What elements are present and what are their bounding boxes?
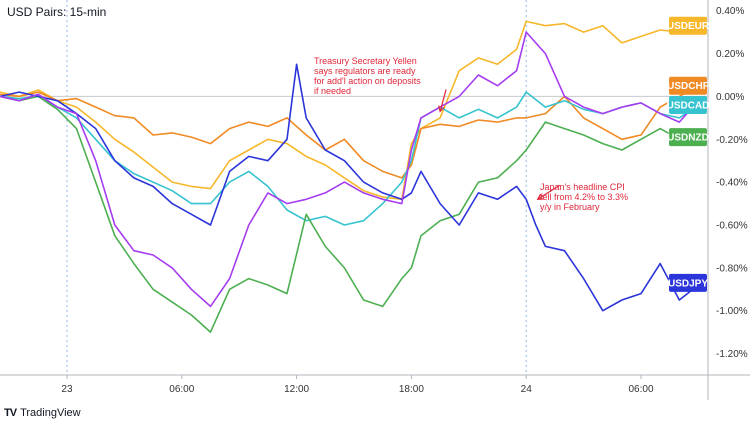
annotation-0-arrow <box>439 89 447 112</box>
chart-title: USD Pairs: 15-min <box>7 5 107 19</box>
series-badge-usdcad <box>669 96 707 114</box>
y-tick-label: -1.00% <box>716 306 748 317</box>
series-badge-label: USDJPY <box>668 278 708 289</box>
annotation-0-line: says regulators are ready <box>314 66 416 76</box>
series-line-usdnzd <box>0 95 699 333</box>
tradingview-logo-icon: TV <box>4 407 17 419</box>
y-tick-label: -0.80% <box>716 263 748 274</box>
y-tick-label: -0.40% <box>716 178 748 189</box>
tradingview-name: TradingView <box>20 407 81 419</box>
x-tick-label: 18:00 <box>399 384 424 395</box>
series-line-usdcad <box>0 91 699 226</box>
y-tick-label: 0.20% <box>716 49 744 60</box>
x-tick-label: 12:00 <box>284 384 309 395</box>
annotation-1-line: Japan's headline CPI <box>540 182 625 192</box>
annotation-0-line: Treasury Secretary Yellen <box>314 56 417 66</box>
annotation-1-arrowhead <box>536 193 544 200</box>
series-badge-usdnzd <box>669 128 707 147</box>
series-badge-usdeur <box>669 16 707 35</box>
x-tick-label: 23 <box>61 384 73 395</box>
series-badge-usdjpy <box>669 273 707 292</box>
annotation-0-line: for add'l action on deposits <box>314 76 421 86</box>
y-tick-label: -0.20% <box>716 135 748 146</box>
x-tick-label: 06:00 <box>629 384 654 395</box>
tradingview-brand[interactable]: TV TradingView <box>4 407 81 419</box>
series-badge-label: USDCHF <box>667 81 709 92</box>
series-badge-usdchf <box>669 76 707 95</box>
annotation-1-line: y/y in February <box>540 202 600 212</box>
series-badge-label: USDCAD <box>667 101 710 112</box>
annotation-1-line: fell from 4.2% to 3.3% <box>540 192 628 202</box>
y-tick-label: 0.00% <box>716 92 744 103</box>
y-tick-label: -1.20% <box>716 349 748 360</box>
series-badge-label: USDEUR <box>667 21 710 32</box>
x-tick-label: 24 <box>521 384 533 395</box>
series-badge-label: USDNZD <box>667 133 709 144</box>
x-tick-label: 06:00 <box>169 384 194 395</box>
annotation-1-arrow <box>537 184 561 200</box>
series-line-usdchf <box>0 85 699 179</box>
annotation-0-line: if needed <box>314 86 351 96</box>
y-tick-label: -0.60% <box>716 221 748 232</box>
series-line-usdjpy <box>0 63 699 312</box>
y-tick-label: 0.40% <box>716 6 744 17</box>
annotation-0-arrowhead <box>438 105 445 113</box>
series-line-usdeur <box>0 20 699 201</box>
series-line-unlabeled <box>0 31 699 308</box>
